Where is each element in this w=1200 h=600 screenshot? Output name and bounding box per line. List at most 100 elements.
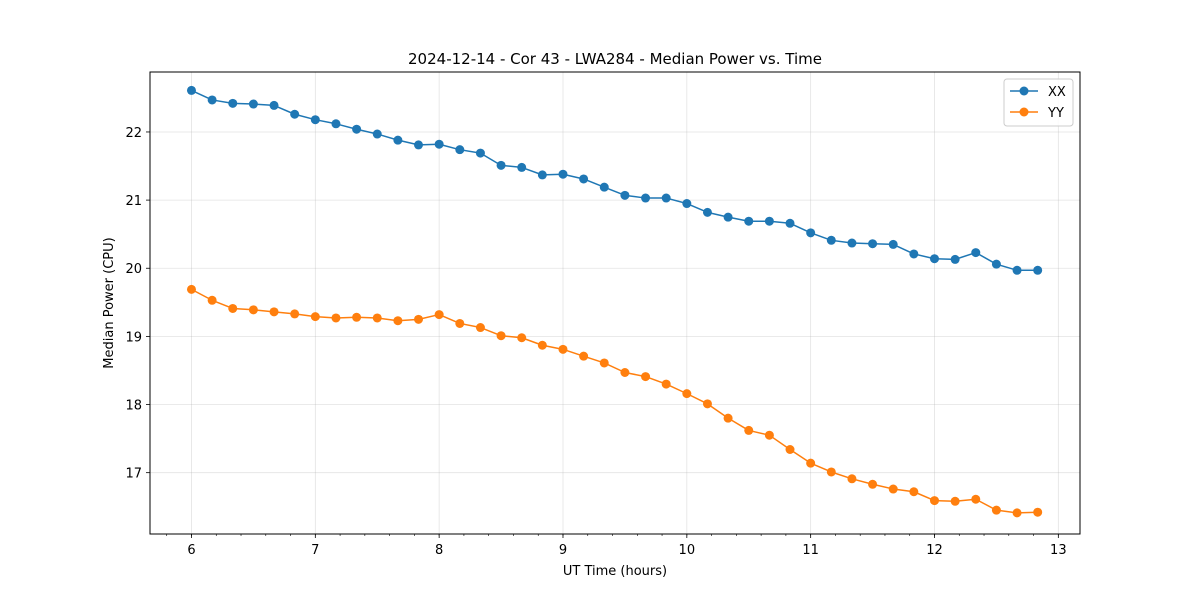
data-point-xx [537,170,547,180]
data-point-xx [991,259,1001,269]
data-point-xx [702,207,712,217]
data-point-xx [764,216,774,226]
data-point-xx [352,124,362,134]
x-tick-label: 8 [435,543,443,558]
x-tick-label: 6 [187,543,195,558]
data-point-xx [228,98,238,108]
x-axis-label: UT Time (hours) [563,564,667,579]
data-point-yy [455,318,465,328]
data-point-yy [950,496,960,506]
data-point-yy [682,389,692,399]
x-tick-label: 11 [802,543,819,558]
y-tick-label: 17 [125,467,142,482]
data-point-yy [806,458,816,468]
data-point-yy [785,445,795,455]
data-point-xx [414,140,424,150]
data-point-xx [826,235,836,245]
data-point-xx [929,254,939,264]
data-point-yy [599,358,609,368]
data-point-yy [207,295,217,305]
data-point-xx [950,254,960,264]
data-point-yy [290,309,300,319]
data-point-yy [991,505,1001,515]
y-axis-label: Median Power (CPU) [102,237,117,368]
data-point-xx [434,139,444,149]
data-point-yy [393,316,403,326]
data-point-yy [888,484,898,494]
x-tick-label: 13 [1050,543,1067,558]
legend-marker-xx [1019,86,1029,96]
data-point-xx [310,115,320,125]
data-point-xx [1033,265,1043,275]
x-tick-label: 7 [311,543,319,558]
data-point-yy [434,310,444,320]
y-tick-label: 21 [125,194,142,209]
data-point-xx [599,182,609,192]
data-point-xx [393,135,403,145]
data-point-yy [331,313,341,323]
plot-frame [149,71,1081,535]
data-point-xx [682,199,692,209]
data-point-xx [269,100,279,110]
data-point-yy [744,425,754,435]
data-point-xx [455,145,465,155]
data-point-xx [372,129,382,139]
legend-marker-yy [1019,107,1029,117]
x-tick-label: 10 [679,543,696,558]
data-point-yy [228,303,238,313]
data-point-yy [971,494,981,504]
legend-label-xx: XX [1048,85,1066,100]
data-point-xx [579,174,589,184]
data-point-xx [207,95,217,105]
data-point-xx [847,238,857,248]
data-point-xx [641,193,651,203]
legend-label-yy: YY [1047,106,1064,121]
y-tick-label: 20 [125,262,142,277]
data-point-xx [723,212,733,222]
data-point-yy [558,344,568,354]
data-point-yy [517,333,527,343]
data-point-yy [579,351,589,361]
legend: XX YY [1003,78,1074,127]
grid [150,72,1080,534]
data-point-yy [537,340,547,350]
x-tick-label: 9 [559,543,567,558]
y-tick-label: 18 [125,399,142,414]
data-point-xx [248,99,258,109]
data-point-xx [331,119,341,129]
data-point-yy [868,479,878,489]
data-point-xx [290,109,300,119]
y-tick-label: 19 [125,330,142,345]
data-point-yy [826,467,836,477]
data-point-xx [496,160,506,170]
data-point-yy [1012,508,1022,518]
data-point-yy [641,372,651,382]
data-point-yy [496,331,506,341]
data-point-xx [806,228,816,238]
data-point-yy [248,305,258,315]
data-point-yy [186,284,196,294]
data-point-xx [868,239,878,249]
axis-ticks: 6 7 8 9 10 11 12 13 17 18 19 20 21 22 [125,126,1066,558]
data-point-yy [723,413,733,423]
data-point-xx [744,216,754,226]
data-point-xx [186,85,196,95]
data-point-yy [847,474,857,484]
data-point-yy [661,379,671,389]
data-point-xx [620,190,630,200]
data-point-yy [702,399,712,409]
data-point-xx [909,249,919,259]
data-point-xx [1012,265,1022,275]
x-tick-label: 12 [926,543,943,558]
data-point-yy [414,314,424,324]
data-point-xx [971,248,981,258]
data-point-yy [352,312,362,322]
chart-title: 2024-12-14 - Cor 43 - LWA284 - Median Po… [408,50,822,68]
data-point-xx [558,169,568,179]
data-point-xx [475,148,485,158]
data-point-yy [475,323,485,333]
data-point-yy [620,368,630,378]
series-layer [186,85,1043,518]
